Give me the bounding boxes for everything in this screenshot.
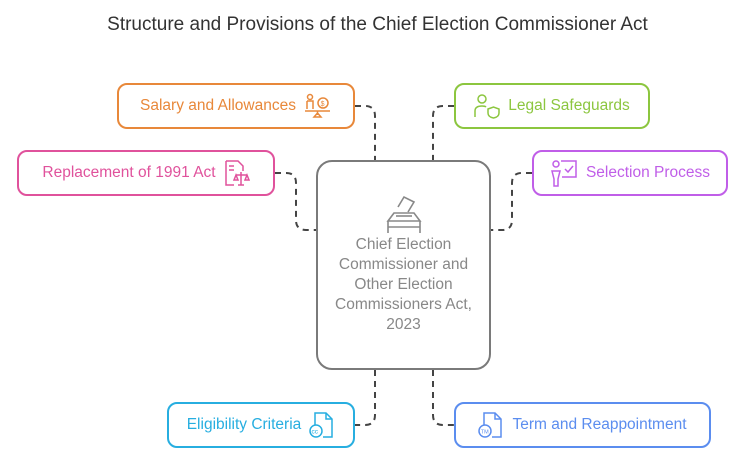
connector-legal <box>432 105 454 160</box>
node-salary-and-allowances: Salary and Allowances $ <box>117 83 355 129</box>
center-node: Chief Election Commissioner and Other El… <box>316 160 491 370</box>
diagram-title: Structure and Provisions of the Chief El… <box>107 14 648 35</box>
node-label: Selection Process <box>585 164 711 181</box>
document-cc-icon: cc <box>309 412 334 438</box>
node-label: Legal Safeguards <box>508 97 630 114</box>
center-label: Chief Election Commissioner and Other El… <box>335 236 472 333</box>
salary-scale-icon: $ <box>304 93 330 118</box>
node-replacement-of-1991-act: Replacement of 1991 Act <box>17 150 275 196</box>
user-shield-icon <box>474 94 500 119</box>
node-eligibility-criteria: Eligibility Criteria cc <box>167 402 355 448</box>
connector-replacement <box>275 172 316 231</box>
ballot-box-icon <box>385 195 422 233</box>
node-legal-safeguards: Legal Safeguards <box>454 83 650 129</box>
node-label: Eligibility Criteria <box>186 416 302 433</box>
document-tm-icon: TM <box>478 412 503 438</box>
connector-selection <box>491 172 532 231</box>
connector-eligibility <box>355 370 376 426</box>
connector-term <box>432 370 454 426</box>
presenter-check-icon <box>551 160 577 187</box>
svg-text:cc: cc <box>312 429 319 436</box>
document-scale-icon <box>224 160 250 186</box>
node-term-and-reappointment: TM Term and Reappointment <box>454 402 711 448</box>
node-label: Replacement of 1991 Act <box>42 164 216 181</box>
svg-text:TM: TM <box>481 429 489 435</box>
node-label: Salary and Allowances <box>140 97 296 114</box>
svg-text:$: $ <box>321 101 325 108</box>
node-label: Term and Reappointment <box>512 416 687 433</box>
node-selection-process: Selection Process <box>532 150 728 196</box>
connector-salary <box>355 105 376 160</box>
